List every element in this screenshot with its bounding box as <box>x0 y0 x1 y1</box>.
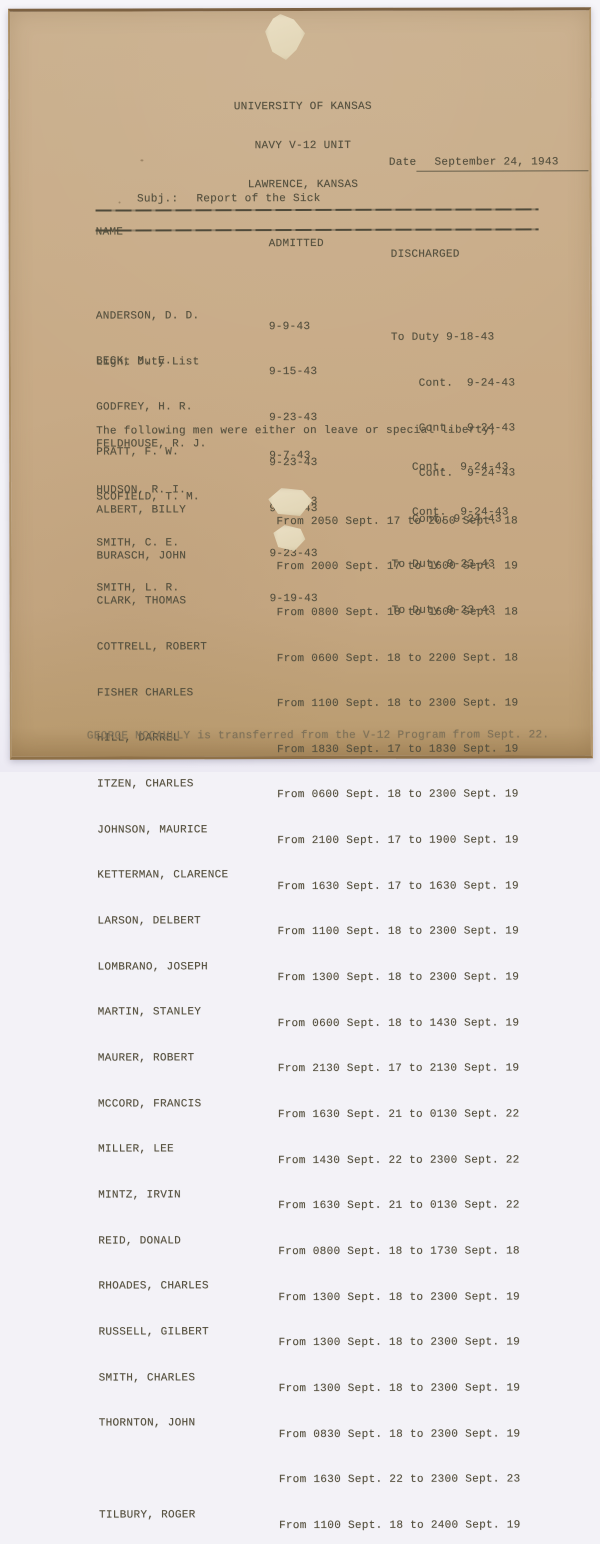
list-item: SMITH, CHARLES From 1300 Sept. 18 to 230… <box>14 1360 593 1395</box>
leave-period: From 2050 Sept. 17 to 2050 Sept. 18 <box>276 514 518 528</box>
list-item: FISHER CHARLES From 1100 Sept. 18 to 230… <box>12 675 591 710</box>
subject-value: Report of the Sick <box>196 193 321 206</box>
list-item: MAURER, ROBERT From 2130 Sept. 17 to 213… <box>13 1041 592 1075</box>
letterhead-line-1: UNIVERSITY OF KANSAS <box>233 100 372 114</box>
leave-list: ALBERT, BILLY From 2050 Sept. 17 to 2050… <box>11 447 593 1544</box>
leave-name: TILBURY, ROGER <box>98 1508 196 1522</box>
leave-period: From 1630 Sept. 21 to 0130 Sept. 22 <box>278 1199 520 1213</box>
leave-name: MAURER, ROBERT <box>97 1052 195 1065</box>
list-item: LOMBRANO, JOSEPH From 1300 Sept. 18 to 2… <box>12 949 591 984</box>
footer-note: GEORGE MCCAULLY is transferred from the … <box>86 729 550 743</box>
leave-period: From 2130 Sept. 17 to 2130 Sept. 19 <box>277 1062 520 1076</box>
leave-period: From 1100 Sept. 18 to 2300 Sept. 19 <box>277 925 519 939</box>
leave-name: KETTERMAN, CLARENCE <box>97 869 229 882</box>
subject-label: Subj.: <box>136 193 179 206</box>
list-item: CLARK, THOMAS From 0800 Sept. 18 to 1600… <box>12 584 591 619</box>
leave-period: From 0830 Sept. 18 to 2300 Sept. 19 <box>278 1428 521 1441</box>
leave-period: From 1630 Sept. 22 to 2300 Sept. 23 <box>278 1473 521 1487</box>
list-item: TILBURY, ROGER From 1100 Sept. 18 to 240… <box>14 1497 593 1532</box>
leave-period: From 1300 Sept. 18 to 2300 Sept. 19 <box>278 1382 521 1396</box>
paper-speck <box>118 201 121 204</box>
light-duty-title: Light Duty List <box>95 356 200 369</box>
leave-name: ALBERT, BILLY <box>96 504 187 517</box>
leave-name: MCCORD, FRANCIS <box>97 1097 202 1111</box>
leave-intro: The following men were either on leave o… <box>96 424 497 438</box>
leave-name: CLARK, THOMAS <box>96 595 187 608</box>
leave-name: RHOADES, CHARLES <box>98 1280 209 1293</box>
list-item: From 1630 Sept. 22 to 2300 Sept. 23 <box>14 1452 593 1487</box>
leave-name: RUSSELL, GILBERT <box>98 1326 209 1339</box>
list-item: JOHNSON, MAURICE From 2100 Sept. 17 to 1… <box>12 812 591 847</box>
date-label: Date <box>388 157 417 170</box>
row-admitted: 9-9-43 <box>268 321 311 334</box>
leave-name: REID, DONALD <box>98 1234 182 1248</box>
leave-period: From 1300 Sept. 18 to 2300 Sept. 19 <box>278 1336 521 1350</box>
paper-speck <box>140 159 144 162</box>
table-row: ANDERSON, D. D. 9-9-43 To Duty 9-18-43 <box>11 299 590 344</box>
leave-name: THORNTON, JOHN <box>98 1417 196 1430</box>
leave-period: From 2100 Sept. 17 to 1900 Sept. 19 <box>277 834 519 848</box>
leave-period: From 1100 Sept. 18 to 2400 Sept. 19 <box>278 1519 521 1533</box>
list-item: RUSSELL, GILBERT From 1300 Sept. 18 to 2… <box>13 1315 592 1349</box>
list-item: REID, DONALD From 0800 Sept. 18 to 1730 … <box>13 1223 592 1258</box>
list-item: MILLER, LEE From 1430 Sept. 22 to 2300 S… <box>13 1132 592 1167</box>
leave-name: SMITH, CHARLES <box>98 1371 196 1385</box>
leave-name: MILLER, LEE <box>97 1143 174 1156</box>
leave-period: From 1430 Sept. 22 to 2300 Sept. 22 <box>278 1154 520 1167</box>
paper-chip-top <box>265 14 305 60</box>
leave-period: From 0800 Sept. 18 to 1600 Sept. 18 <box>276 606 519 619</box>
subject-line: Subj.: Report of the Sick <box>95 183 321 218</box>
leave-name: FISHER CHARLES <box>96 686 194 700</box>
list-item: MARTIN, STANLEY From 0600 Sept. 18 to 14… <box>13 995 592 1030</box>
leave-period: From 1300 Sept. 18 to 2300 Sept. 19 <box>278 1291 520 1304</box>
leave-name: JOHNSON, MAURICE <box>97 823 208 837</box>
row-discharged: To Duty 9-18-43 <box>390 331 495 344</box>
leave-period: From 1830 Sept. 17 to 1830 Sept. 19 <box>276 743 519 756</box>
leave-period: From 1300 Sept. 18 to 2300 Sept. 19 <box>277 971 520 985</box>
row-name: ANDERSON, D. D. <box>95 310 200 323</box>
leave-period: From 1630 Sept. 21 to 0130 Sept. 22 <box>277 1108 520 1122</box>
table-row: BECK, M. E. 9-15-43 Cont. 9-24-43 <box>11 344 590 390</box>
leave-name: COTTRELL, ROBERT <box>96 641 208 654</box>
leave-name: MINTZ, IRVIN <box>98 1189 181 1202</box>
leave-name: BURASCH, JOHN <box>96 550 187 563</box>
row-admitted: 9-15-43 <box>268 366 318 379</box>
list-item: MCCORD, FRANCIS From 1630 Sept. 21 to 01… <box>13 1086 592 1121</box>
leave-period: From 0600 Sept. 18 to 1430 Sept. 19 <box>277 1017 520 1030</box>
list-item: KETTERMAN, CLARENCE From 1630 Sept. 17 t… <box>12 858 591 893</box>
leave-name: LARSON, DELBERT <box>97 915 201 928</box>
list-item: LARSON, DELBERT From 1100 Sept. 18 to 23… <box>12 904 591 938</box>
leave-name: LOMBRANO, JOSEPH <box>97 960 208 974</box>
list-item: ITZEN, CHARLES From 0600 Sept. 18 to 230… <box>12 767 591 801</box>
date-value: September 24, 1943 <box>416 157 589 172</box>
leave-period: From 0600 Sept. 18 to 2300 Sept. 19 <box>277 788 519 802</box>
column-header-admitted: ADMITTED <box>268 237 324 250</box>
date-line: Date September 24, 1943 <box>347 146 589 183</box>
leave-period: From 1630 Sept. 17 to 1630 Sept. 19 <box>277 880 519 893</box>
list-item: MINTZ, IRVIN From 1630 Sept. 21 to 0130 … <box>13 1178 592 1212</box>
leave-name: ITZEN, CHARLES <box>97 778 194 791</box>
list-item: RHOADES, CHARLES From 1300 Sept. 18 to 2… <box>13 1269 592 1303</box>
leave-period: From 1100 Sept. 18 to 2300 Sept. 19 <box>276 697 519 711</box>
leave-period: From 2000 Sept. 17 to 1600 Sept. 19 <box>276 560 519 574</box>
leave-name: MARTIN, STANLEY <box>97 1006 202 1019</box>
list-item: COTTRELL, ROBERT From 0600 Sept. 18 to 2… <box>12 630 591 664</box>
list-item: THORNTON, JOHN From 0830 Sept. 18 to 230… <box>14 1406 593 1440</box>
document-page: UNIVERSITY OF KANSAS NAVY V-12 UNIT LAWR… <box>8 7 593 1532</box>
leave-period: From 0800 Sept. 18 to 1730 Sept. 18 <box>278 1245 520 1259</box>
leave-period: From 0600 Sept. 18 to 2200 Sept. 18 <box>276 651 519 665</box>
list-item: TINNEN, ADRIAN From 0600 Sept. 18 to 173… <box>14 1543 593 1544</box>
